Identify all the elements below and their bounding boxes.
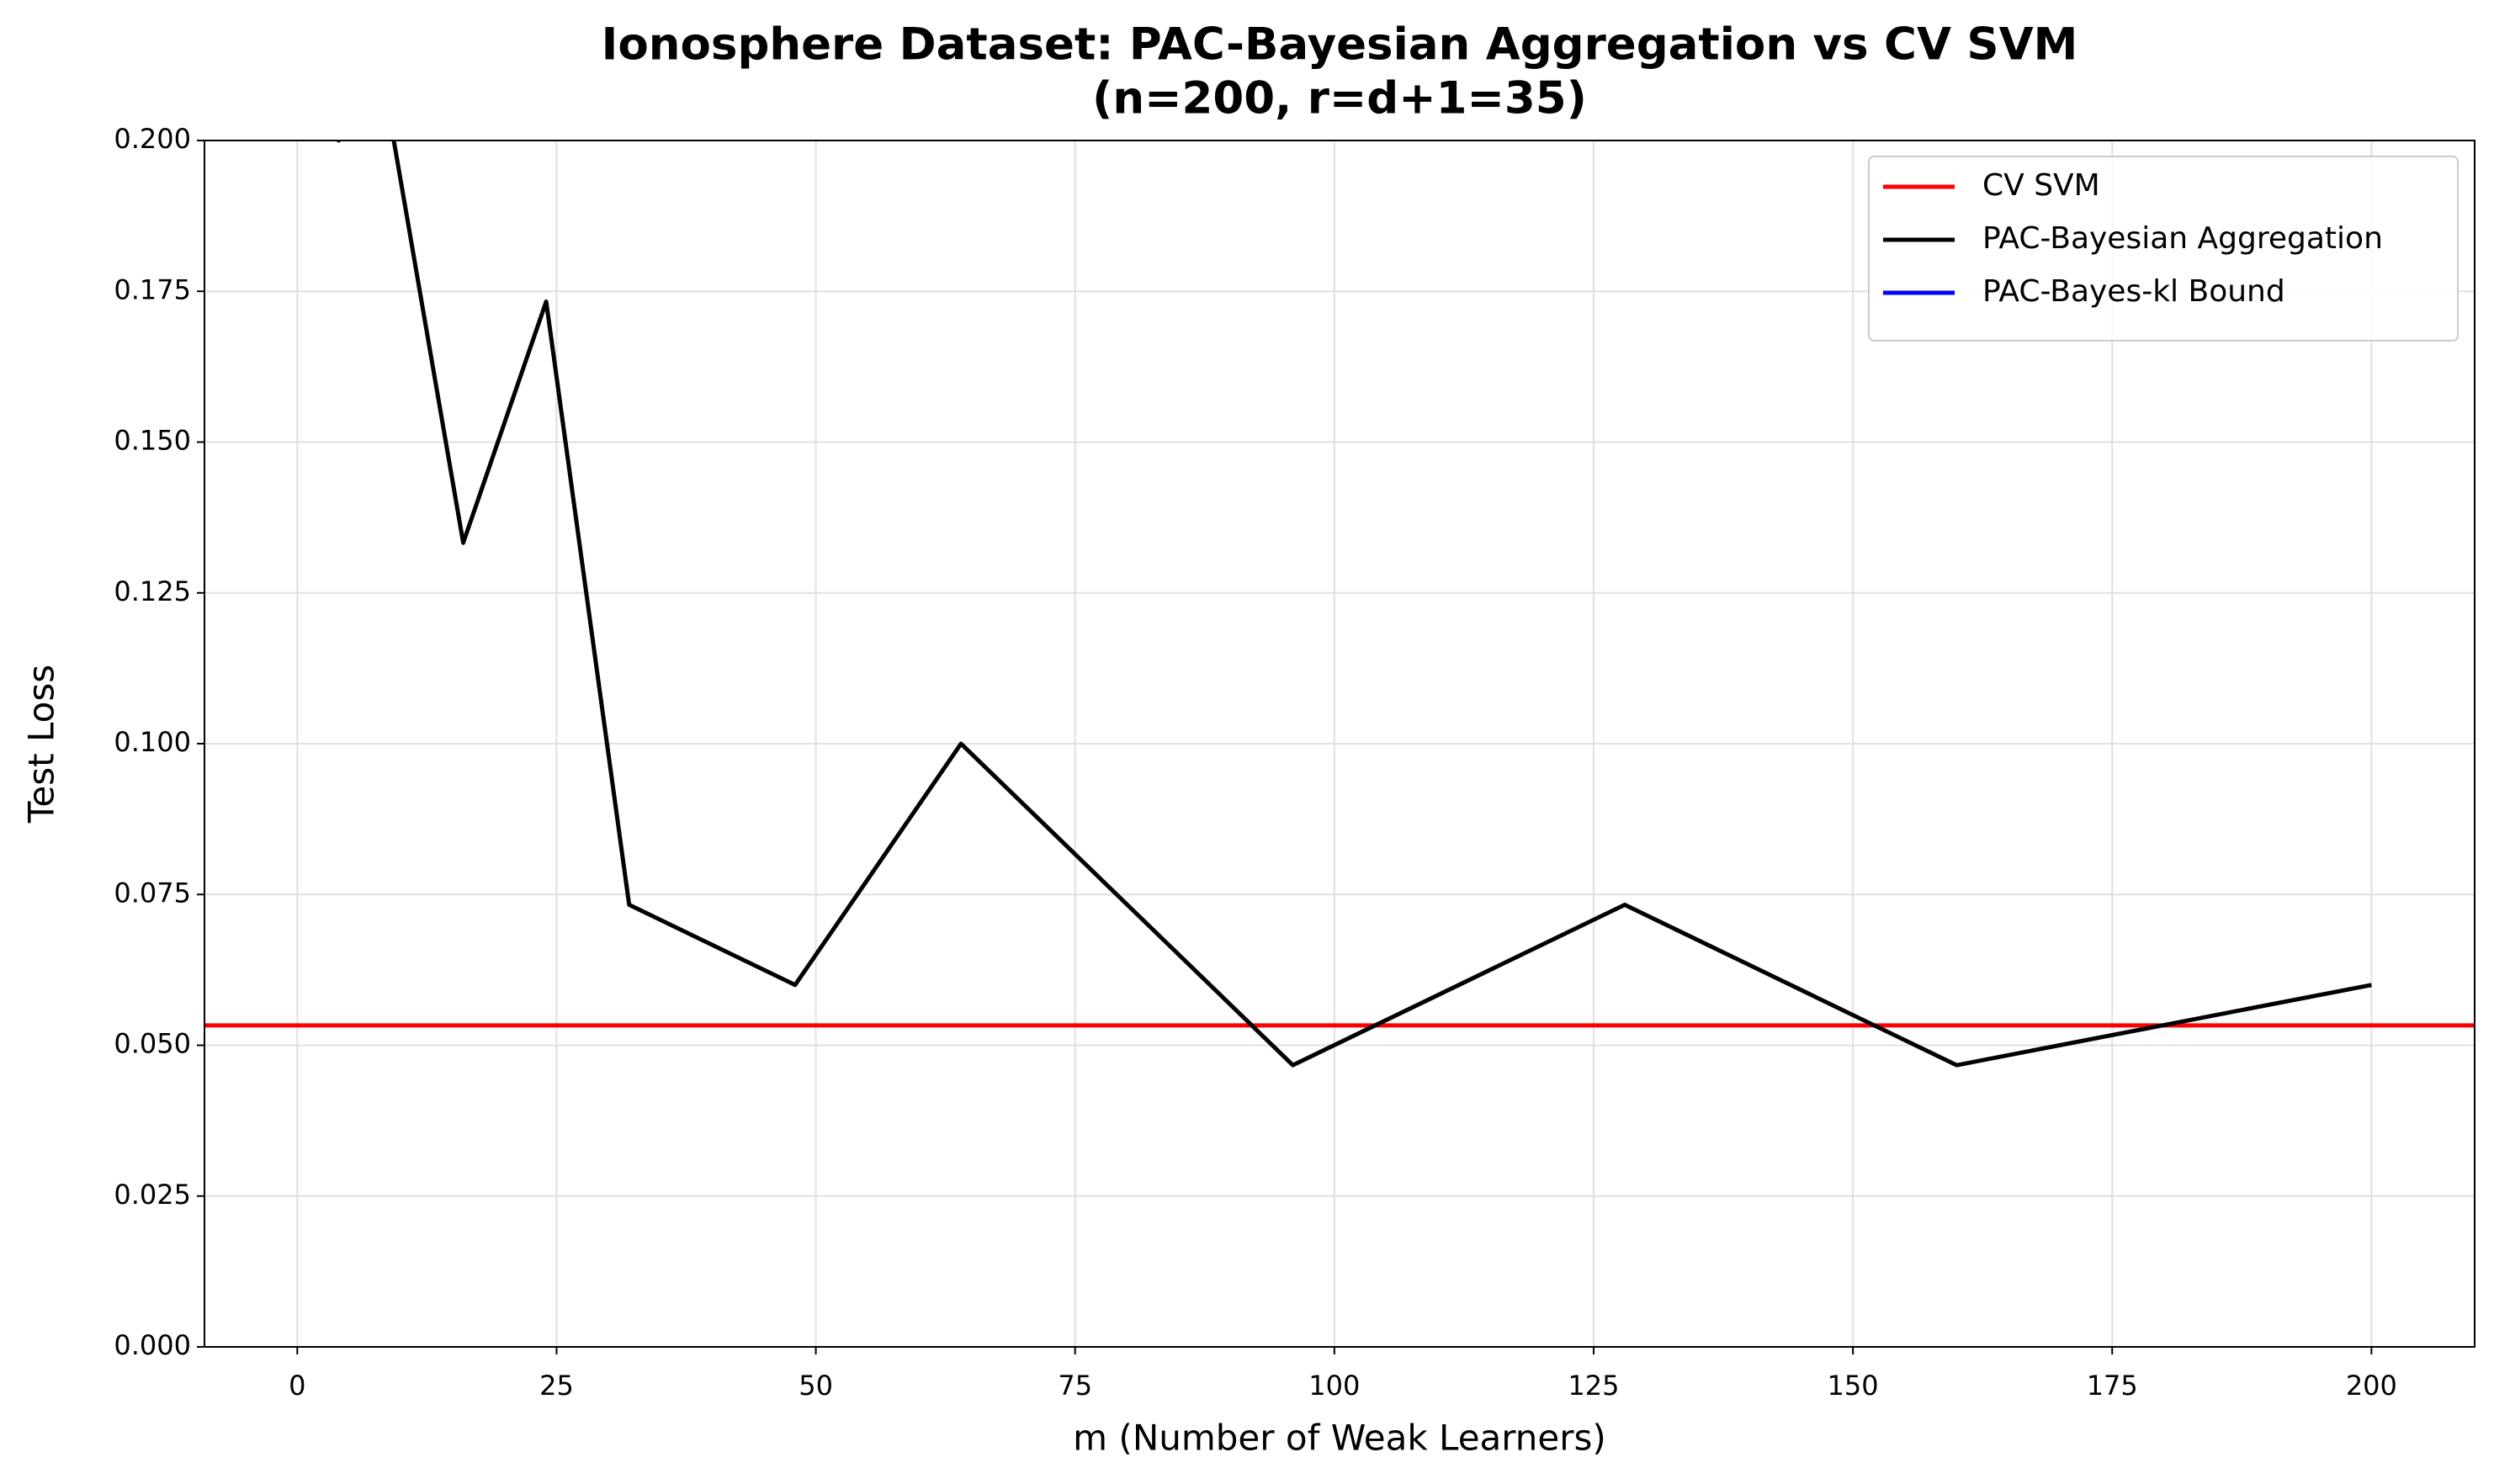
x-tick-label: 0: [289, 1370, 305, 1402]
data-line: [337, 140, 2372, 1068]
chart-title: Ionosphere Dataset: PAC-Bayesian Aggrega…: [602, 19, 2078, 71]
x-tick-label: 125: [1568, 1370, 1619, 1402]
y-tick-label: 0.175: [114, 273, 191, 305]
x-tick-label: 175: [2087, 1370, 2138, 1402]
y-tick-label: 0.150: [114, 425, 191, 457]
legend: CV SVM PAC-Bayesian Aggregation PAC-Bayes-…: [1868, 156, 2459, 342]
legend-box: [1868, 156, 2459, 342]
y-tick-label: 0.000: [114, 1329, 191, 1361]
y-tick-label: 0.125: [114, 575, 191, 607]
plot-area: [204, 140, 2475, 1068]
legend-label: PAC-Bayes-kl Bound: [1982, 274, 2285, 309]
y-axis-label: Test Loss: [21, 665, 62, 824]
legend-label: CV SVM: [1982, 168, 2100, 203]
y-tick-label: 0.100: [114, 726, 191, 758]
x-tick-label: 25: [539, 1370, 574, 1402]
x-tick-label: 100: [1308, 1370, 1360, 1402]
chart-subtitle: (n=200, r=d+1=35): [1092, 73, 1587, 125]
y-tick-label: 0.050: [114, 1028, 191, 1060]
x-tick-label: 150: [1828, 1370, 1879, 1402]
y-tick-label: 0.200: [114, 123, 191, 155]
y-tick-label: 0.025: [114, 1179, 191, 1211]
x-tick-label: 50: [799, 1370, 833, 1402]
x-axis-label: m (Number of Weak Learners): [1073, 1418, 1606, 1459]
x-tick-label: 200: [2346, 1370, 2397, 1402]
y-tick-label: 0.075: [114, 877, 191, 909]
x-tick-label: 75: [1058, 1370, 1092, 1402]
legend-label: PAC-Bayesian Aggregation: [1982, 221, 2383, 256]
axes-frame: [204, 140, 2475, 1348]
